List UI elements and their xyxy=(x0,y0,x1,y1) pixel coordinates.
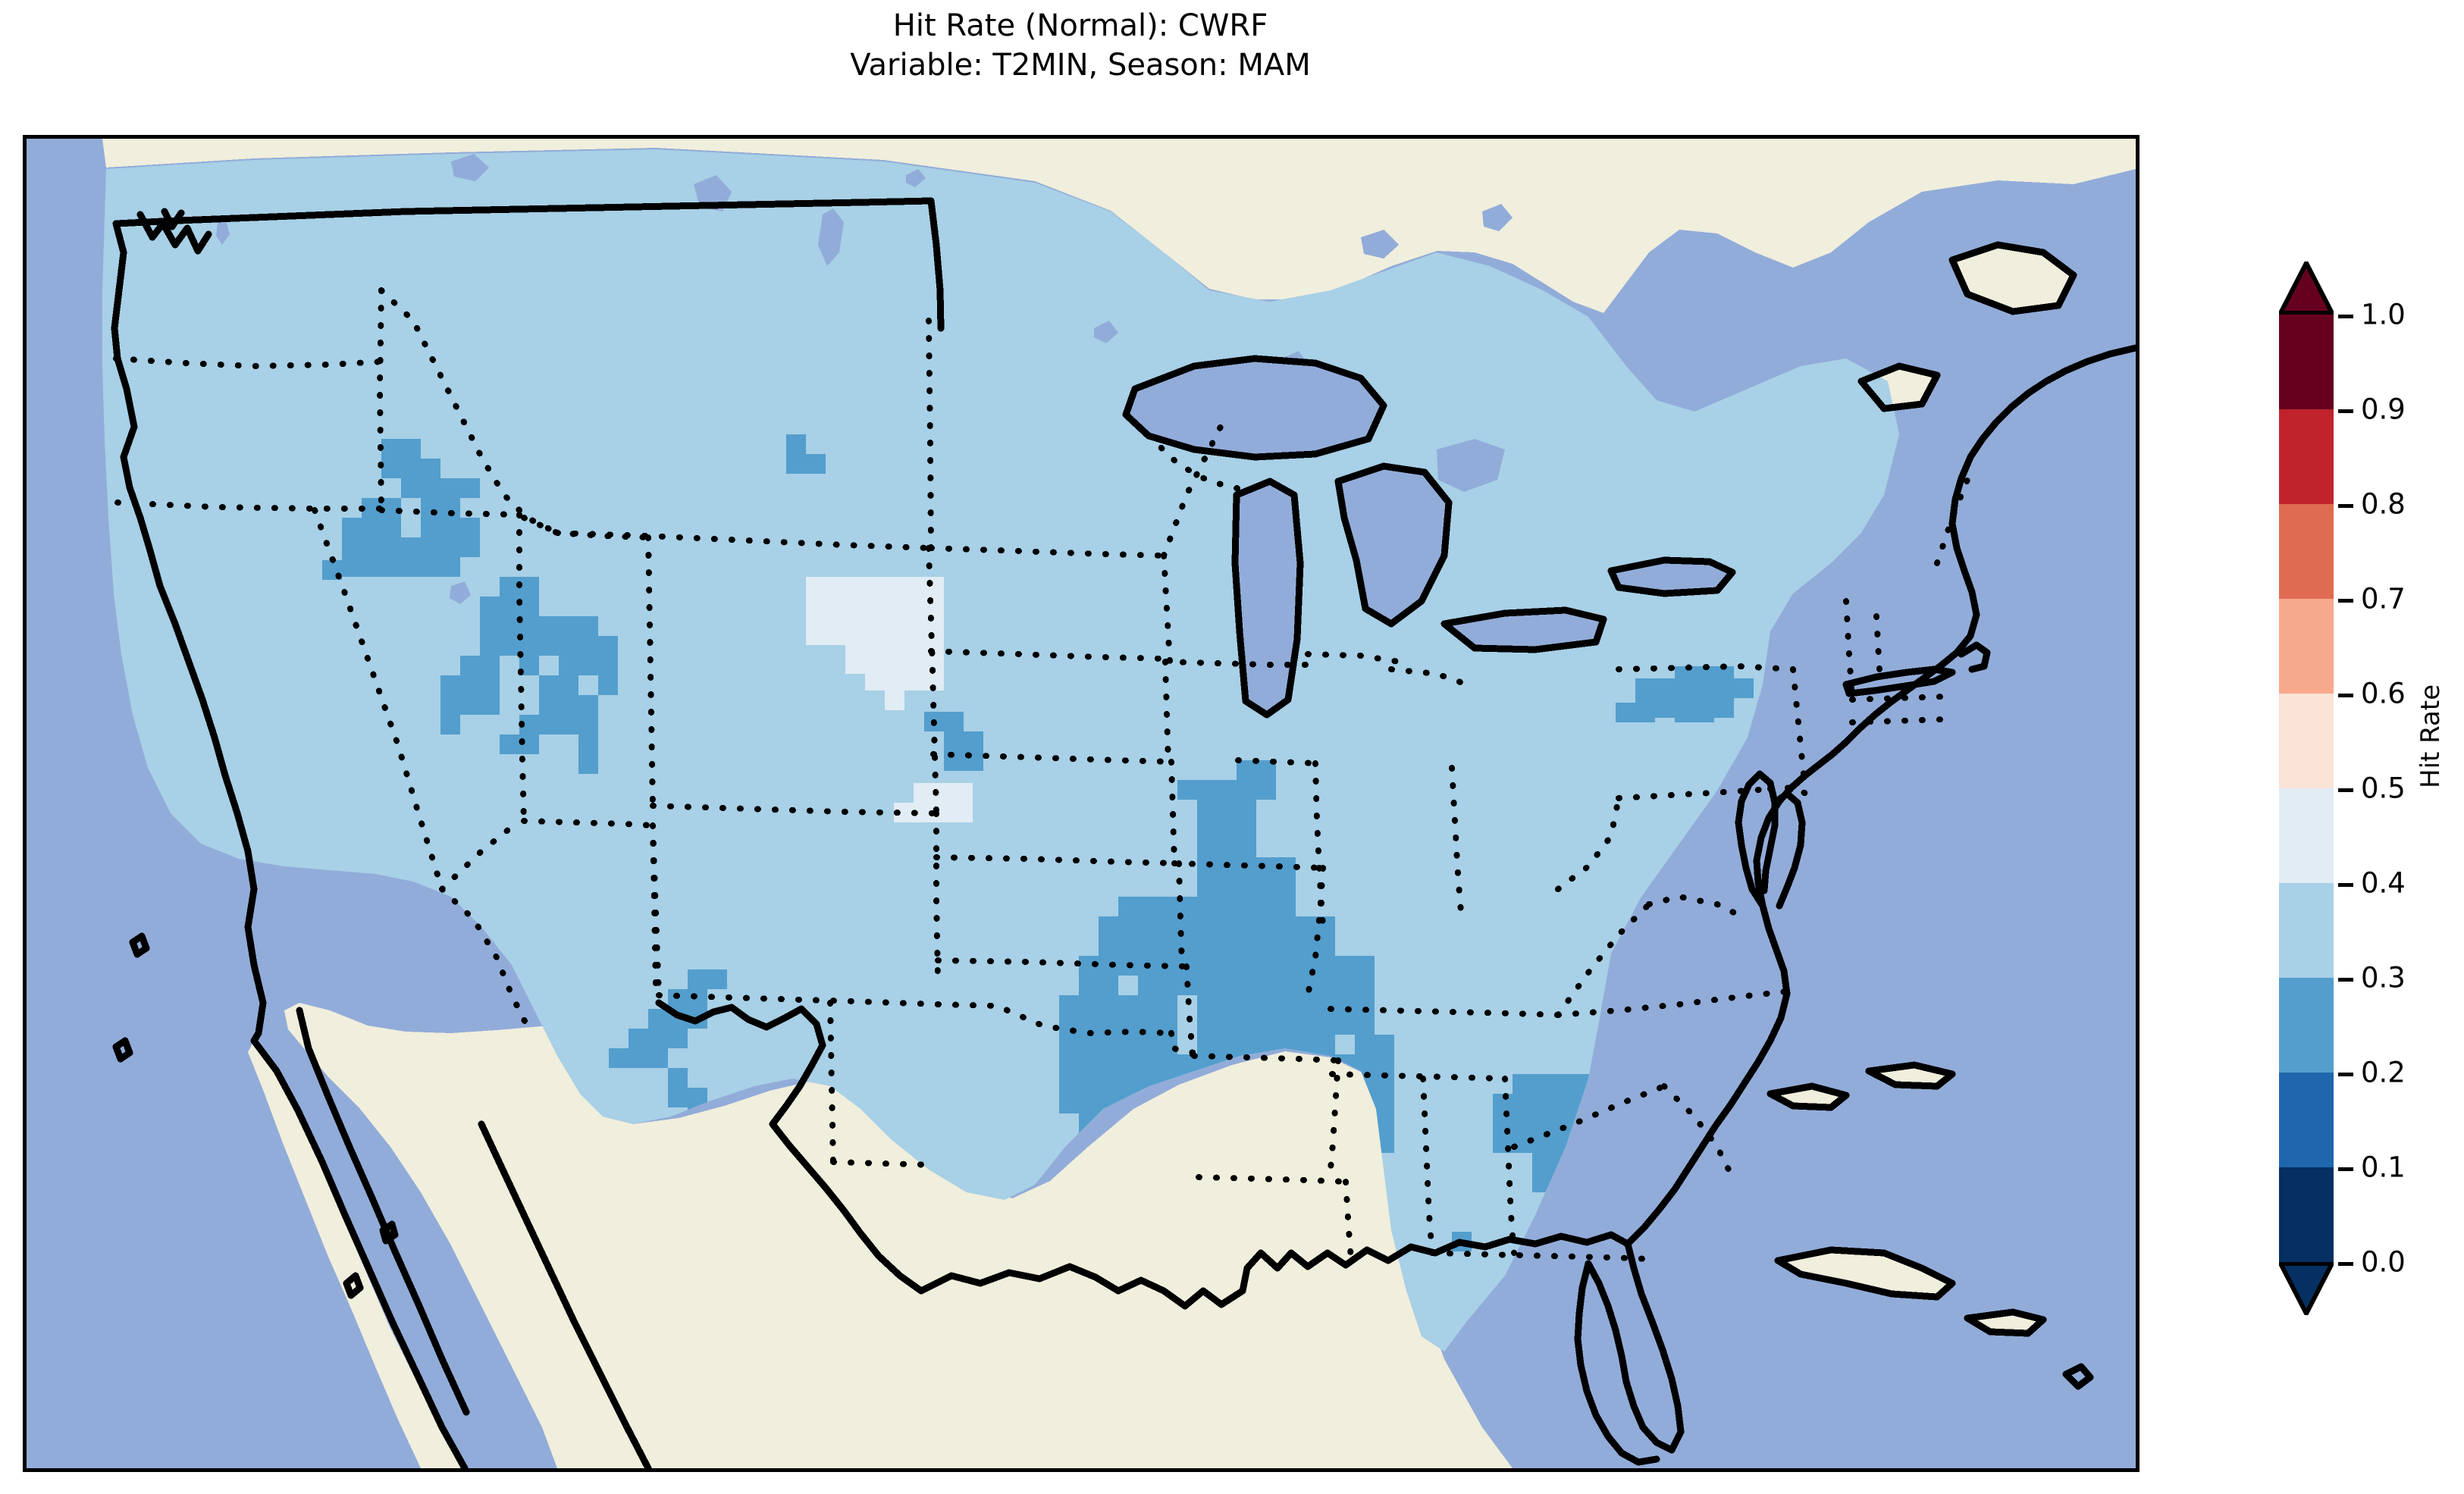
colorbar-band-0.4-0.5 xyxy=(2279,788,2334,883)
colorbar-band-0.8-0.9 xyxy=(2279,409,2334,504)
colorbar-ticklabel-0.3: 0.3 xyxy=(2361,961,2406,994)
colorbar-ticklabel-1.0: 1.0 xyxy=(2361,298,2406,331)
colorbar-body: 1.0 0.9 0.8 0.7 0.6 0.5 0.4 0.3 0.2 0.1 … xyxy=(2279,262,2406,1315)
colorbar-ticklabel-0.7: 0.7 xyxy=(2361,582,2406,615)
colorbar-axis-label: Hit Rate xyxy=(2415,684,2446,788)
colorbar-tick-0.9 xyxy=(2338,409,2353,413)
map-axes xyxy=(23,135,2140,1472)
colorbar: 1.0 0.9 0.8 0.7 0.6 0.5 0.4 0.3 0.2 0.1 … xyxy=(2279,258,2453,1319)
colorbar-band-0.7-0.8 xyxy=(2279,504,2334,599)
colorbar-over-arrow xyxy=(2279,262,2334,315)
colorbar-tick-0.1 xyxy=(2338,1167,2353,1171)
figure-title: Hit Rate (Normal): CWRF Variable: T2MIN,… xyxy=(0,6,2161,85)
colorbar-band-0.6-0.7 xyxy=(2279,599,2334,694)
colorbar-ticklabel-0.6: 0.6 xyxy=(2361,677,2406,710)
colorbar-ticklabel-0.1: 0.1 xyxy=(2361,1151,2406,1184)
state-boundaries xyxy=(113,287,1970,1271)
colorbar-tick-0.3 xyxy=(2338,978,2353,982)
colorbar-tick-0.4 xyxy=(2338,883,2353,887)
colorbar-ticklabel-0.5: 0.5 xyxy=(2361,772,2406,805)
colorbar-under-arrow xyxy=(2279,1262,2334,1315)
colorbar-tick-0.7 xyxy=(2338,599,2353,603)
colorbar-band-0.1-0.2 xyxy=(2279,1073,2334,1167)
coastlines xyxy=(111,197,2136,1468)
colorbar-tick-0.5 xyxy=(2338,788,2353,792)
colorbar-band-0.0-0.1 xyxy=(2279,1167,2334,1262)
colorbar-ticklabel-0.4: 0.4 xyxy=(2361,866,2406,900)
colorbar-ticklabel-0.8: 0.8 xyxy=(2361,487,2406,521)
colorbar-tick-0.8 xyxy=(2338,504,2353,508)
colorbar-band-0.9-1.0 xyxy=(2279,315,2334,409)
colorbar-band-0.5-0.6 xyxy=(2279,694,2334,788)
colorbar-tick-0.6 xyxy=(2338,694,2353,697)
colorbar-tick-1.0 xyxy=(2338,315,2353,318)
colorbar-ticklabel-0.9: 0.9 xyxy=(2361,393,2406,426)
colorbar-ticklabel-0.2: 0.2 xyxy=(2361,1056,2406,1089)
colorbar-ticklabel-0.0: 0.0 xyxy=(2361,1245,2406,1279)
colorbar-tick-0.0 xyxy=(2338,1262,2353,1266)
colorbar-tick-0.2 xyxy=(2338,1073,2353,1076)
data-band-0.4-0.5 xyxy=(806,577,1663,1351)
map-canvas xyxy=(27,139,2136,1468)
great-lakes-layer xyxy=(216,154,1732,715)
colorbar-band-0.3-0.4 xyxy=(2279,883,2334,978)
title-line-1: Hit Rate (Normal): CWRF xyxy=(892,8,1268,43)
colorbar-band-0.2-0.3 xyxy=(2279,978,2334,1073)
title-line-2: Variable: T2MIN, Season: MAM xyxy=(850,48,1311,83)
